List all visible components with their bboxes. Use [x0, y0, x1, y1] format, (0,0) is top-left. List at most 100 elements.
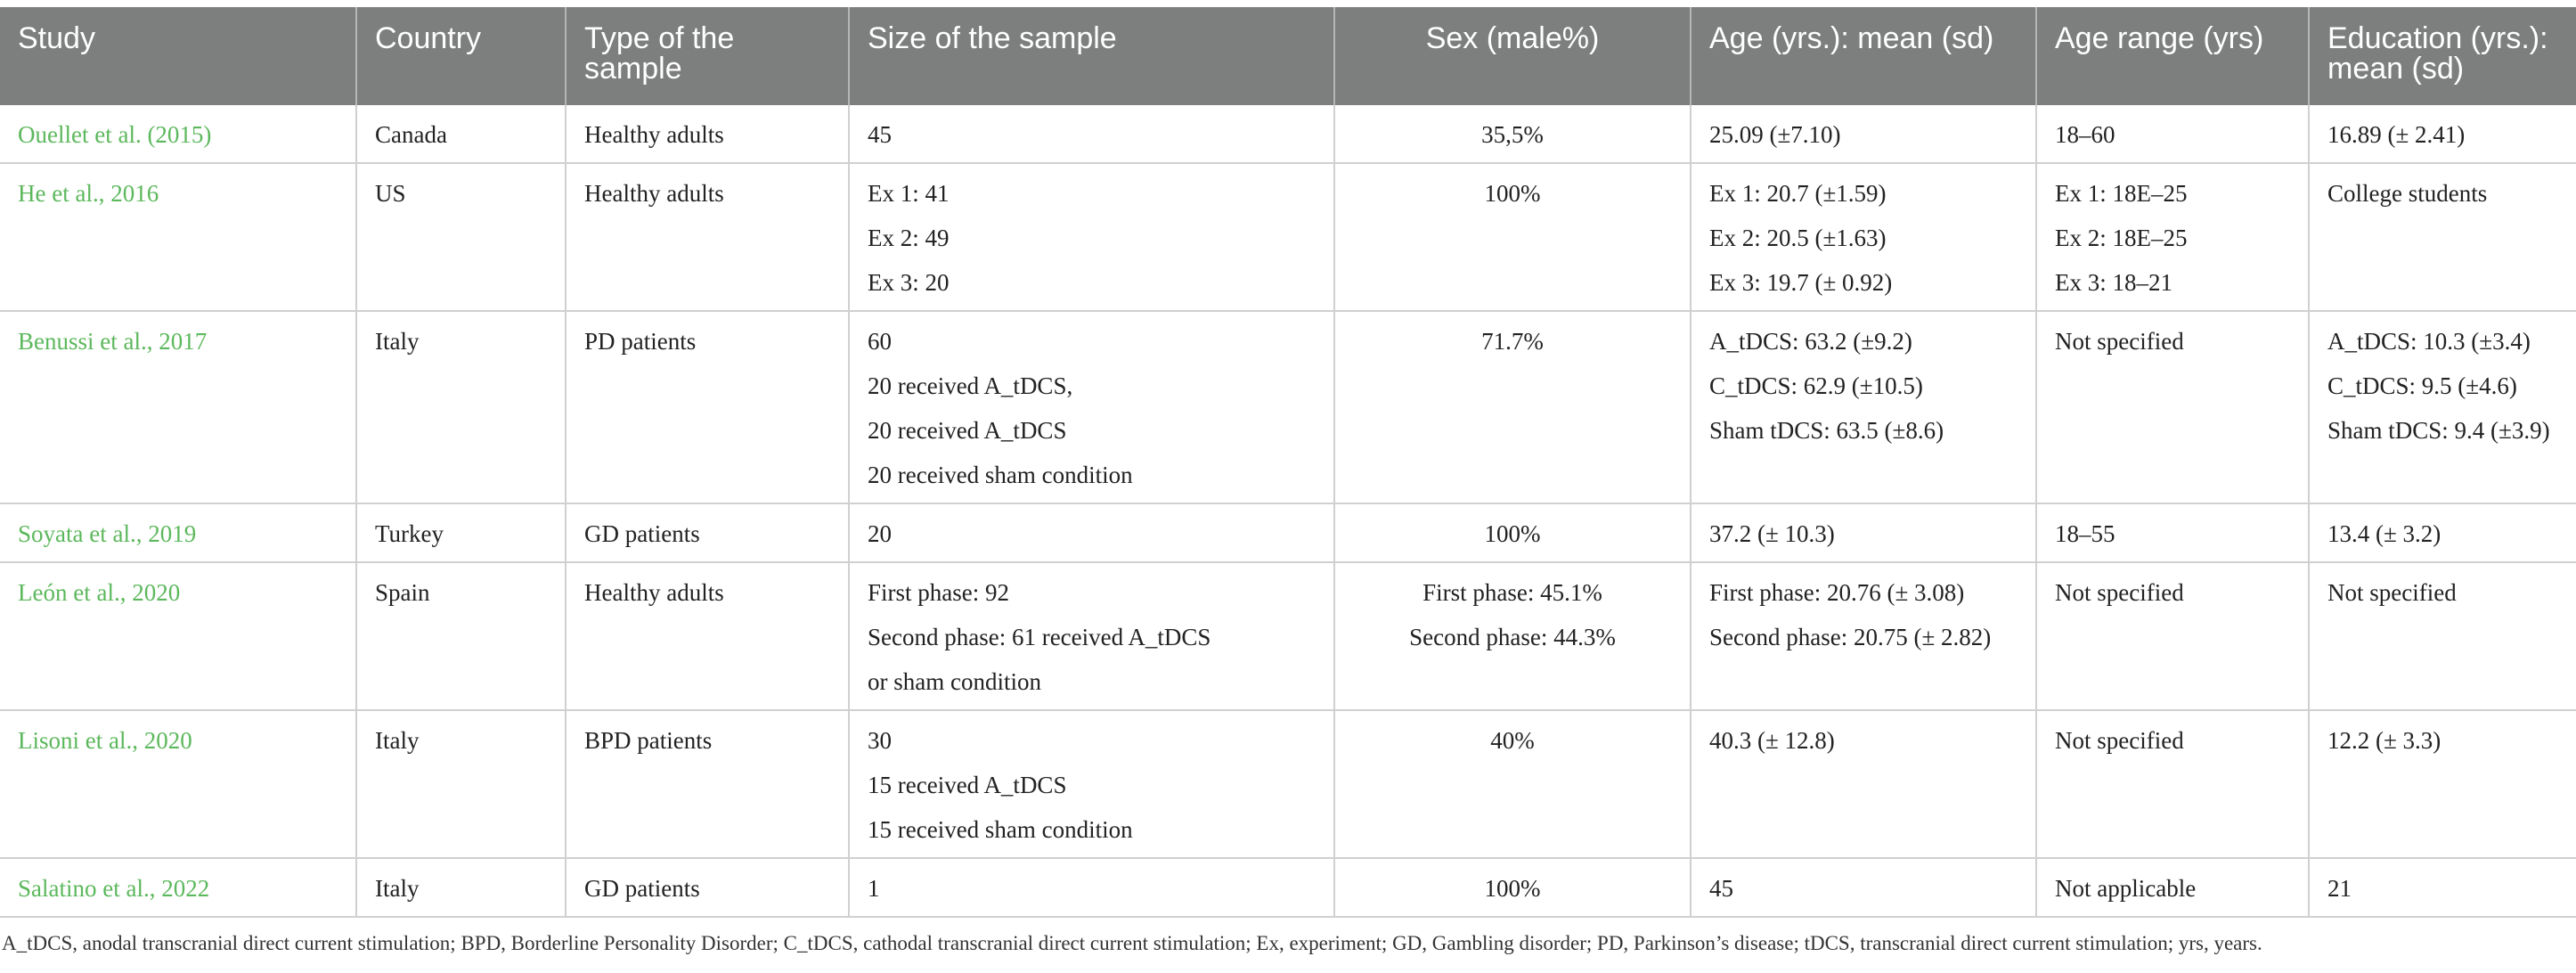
header-study: Study	[0, 7, 357, 105]
study-table-wrapper: Study Country Type of the sample Size of…	[0, 7, 2576, 960]
sample-size-cell-line: 60	[868, 328, 892, 355]
education-cell-line: 21	[2327, 875, 2352, 902]
table-body: Ouellet et al. (2015) Canada Healthy adult…	[0, 105, 2576, 918]
education-cell: Not specified	[2309, 562, 2576, 711]
sex-cell-line: 100%	[1484, 875, 1541, 902]
sample-size-cell-line: Second phase: 61 received A_tDCS	[868, 624, 1211, 650]
sex-cell-line: Second phase: 44.3%	[1409, 624, 1616, 650]
sample-size-cell: 45	[849, 105, 1335, 164]
sample-size-cell-line: 15 received A_tDCS	[868, 772, 1067, 798]
sample-type-cell: PD patients	[566, 311, 850, 504]
age-range-cell-line: Not specified	[2055, 727, 2184, 754]
sample-type-cell: GD patients	[566, 503, 850, 563]
education-cell: 13.4 (± 3.2)	[2309, 503, 2576, 563]
sex-cell-line: 35,5%	[1481, 121, 1544, 148]
age-mean-cell-line: C_tDCS: 62.9 (±10.5)	[1709, 372, 1923, 399]
sample-size-cell-line: Ex 3: 20	[868, 269, 950, 296]
age-range-cell-line: Ex 2: 18E–25	[2055, 225, 2188, 251]
sex-cell-line: 100%	[1484, 180, 1541, 207]
age-range-cell: Ex 1: 18E–25 Ex 2: 18E–25 Ex 3: 18–21	[2036, 163, 2310, 312]
sample-type-cell: BPD patients	[566, 710, 850, 859]
age-range-cell: 18–60	[2036, 105, 2310, 164]
header-age-mean: Age (yrs.): mean (sd)	[1691, 7, 2037, 105]
country-cell: Italy	[356, 710, 567, 859]
age-mean-cell-line: A_tDCS: 63.2 (±9.2)	[1709, 328, 1912, 355]
age-mean-cell: Ex 1: 20.7 (±1.59) Ex 2: 20.5 (±1.63) Ex 3…	[1691, 163, 2037, 312]
age-range-cell-line: Ex 3: 18–21	[2055, 269, 2172, 296]
study-characteristics-table: Study Country Type of the sample Size of…	[0, 7, 2576, 918]
sex-cell: First phase: 45.1% Second phase: 44.3%	[1334, 562, 1692, 711]
age-mean-cell: 37.2 (± 10.3)	[1691, 503, 2037, 563]
sample-size-cell-line: First phase: 92	[868, 579, 1009, 606]
education-cell-line: 16.89 (± 2.41)	[2327, 121, 2466, 148]
country-cell: Italy	[356, 858, 567, 918]
country-cell: Canada	[356, 105, 567, 164]
age-range-cell-line: Not specified	[2055, 579, 2184, 606]
age-range-cell: 18–55	[2036, 503, 2310, 563]
age-range-cell: Not specified	[2036, 562, 2310, 711]
education-cell: 21	[2309, 858, 2576, 918]
sample-size-cell-line: 20	[868, 520, 892, 547]
table-row: He et al., 2016 US Healthy adults Ex 1: 41 E…	[0, 163, 2576, 312]
age-mean-cell-line: Ex 2: 20.5 (±1.63)	[1709, 225, 1887, 251]
age-mean-cell-line: Second phase: 20.75 (± 2.82)	[1709, 624, 1992, 650]
study-link[interactable]: He et al., 2016	[0, 163, 357, 312]
table-row: Salatino et al., 2022 Italy GD patients 1 10…	[0, 858, 2576, 918]
table-row: Benussi et al., 2017 Italy PD patients 60 20…	[0, 311, 2576, 504]
study-link[interactable]: Ouellet et al. (2015)	[0, 105, 357, 164]
sex-cell-line: 40%	[1490, 727, 1535, 754]
age-mean-cell: 40.3 (± 12.8)	[1691, 710, 2037, 859]
table-row: Ouellet et al. (2015) Canada Healthy adult…	[0, 105, 2576, 164]
header-age-range: Age range (yrs)	[2036, 7, 2310, 105]
header-sex: Sex (male%)	[1334, 7, 1692, 105]
age-mean-cell-line: 37.2 (± 10.3)	[1709, 520, 1835, 547]
education-cell-line: A_tDCS: 10.3 (±3.4)	[2327, 328, 2531, 355]
study-link[interactable]: Benussi et al., 2017	[0, 311, 357, 504]
age-mean-cell-line: First phase: 20.76 (± 3.08)	[1709, 579, 1965, 606]
sex-cell: 40%	[1334, 710, 1692, 859]
age-range-cell: Not specified	[2036, 311, 2310, 504]
header-sample-type: Type of the sample	[566, 7, 850, 105]
education-cell-line: 12.2 (± 3.3)	[2327, 727, 2441, 754]
age-mean-cell: A_tDCS: 63.2 (±9.2) C_tDCS: 62.9 (±10.5) S…	[1691, 311, 2037, 504]
sex-cell-line: First phase: 45.1%	[1423, 579, 1602, 606]
header-country: Country	[356, 7, 567, 105]
sex-cell: 100%	[1334, 858, 1692, 918]
age-range-cell: Not specified	[2036, 710, 2310, 859]
age-mean-cell: 45	[1691, 858, 2037, 918]
age-range-cell-line: Ex 1: 18E–25	[2055, 180, 2188, 207]
education-cell: A_tDCS: 10.3 (±3.4) C_tDCS: 9.5 (±4.6) Sha…	[2309, 311, 2576, 504]
study-link[interactable]: Soyata et al., 2019	[0, 503, 357, 563]
country-cell: Italy	[356, 311, 567, 504]
sample-type-cell: Healthy adults	[566, 105, 850, 164]
sample-size-cell-line: 30	[868, 727, 892, 754]
education-cell: 12.2 (± 3.3)	[2309, 710, 2576, 859]
sample-type-cell: GD patients	[566, 858, 850, 918]
study-link[interactable]: Salatino et al., 2022	[0, 858, 357, 918]
age-mean-cell: First phase: 20.76 (± 3.08) Second phase:…	[1691, 562, 2037, 711]
sample-size-cell: 1	[849, 858, 1335, 918]
education-cell-line: College students	[2327, 180, 2488, 207]
header-row: Study Country Type of the sample Size of…	[0, 7, 2576, 105]
sex-cell: 100%	[1334, 163, 1692, 312]
sample-size-cell-line: 20 received sham condition	[868, 462, 1133, 488]
age-range-cell-line: 18–60	[2055, 121, 2115, 148]
sample-size-cell-line: Ex 1: 41	[868, 180, 950, 207]
age-mean-cell: 25.09 (±7.10)	[1691, 105, 2037, 164]
age-range-cell-line: Not specified	[2055, 328, 2184, 355]
sample-size-cell-line: Ex 2: 49	[868, 225, 950, 251]
country-cell: US	[356, 163, 567, 312]
header-education: Education (yrs.): mean (sd)	[2309, 7, 2576, 105]
sample-size-cell-line: or sham condition	[868, 668, 1041, 695]
study-link[interactable]: León et al., 2020	[0, 562, 357, 711]
sample-size-cell: 60 20 received A_tDCS, 20 received A_tDCS 2…	[849, 311, 1335, 504]
country-cell: Turkey	[356, 503, 567, 563]
age-mean-cell-line: 40.3 (± 12.8)	[1709, 727, 1835, 754]
sample-type-cell: Healthy adults	[566, 562, 850, 711]
age-range-cell-line: Not applicable	[2055, 875, 2197, 902]
sex-cell: 100%	[1334, 503, 1692, 563]
study-link[interactable]: Lisoni et al., 2020	[0, 710, 357, 859]
sample-size-cell: First phase: 92 Second phase: 61 received…	[849, 562, 1335, 711]
age-mean-cell-line: Ex 1: 20.7 (±1.59)	[1709, 180, 1887, 207]
sample-size-cell-line: 15 received sham condition	[868, 816, 1133, 843]
